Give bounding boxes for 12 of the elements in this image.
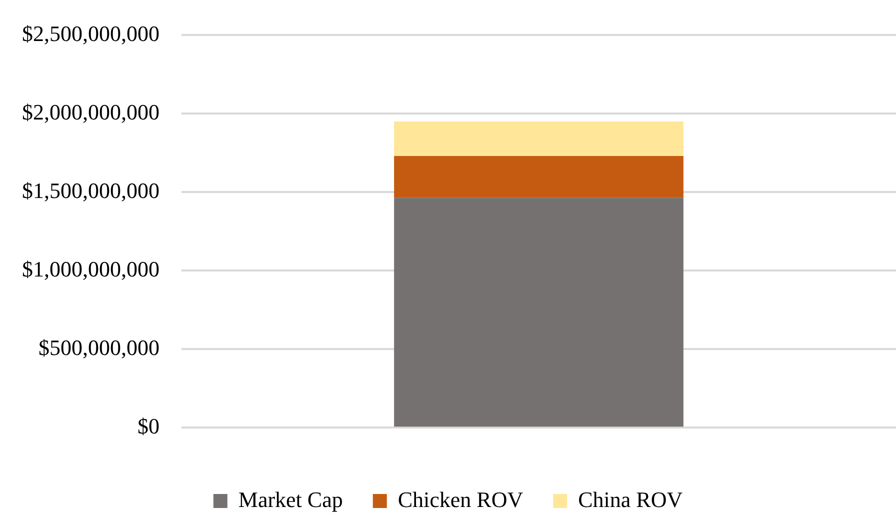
y-tick-label: $1,500,000,000 xyxy=(22,178,160,203)
y-tick-label: $2,500,000,000 xyxy=(22,20,160,46)
y-tick-label: $500,000,000 xyxy=(38,334,160,360)
y-tick-label: $0 xyxy=(138,413,160,438)
bar xyxy=(394,198,684,427)
legend-label: Market Cap xyxy=(238,486,343,512)
legend-label: China ROV xyxy=(578,486,683,512)
y-tick-label: $2,000,000,000 xyxy=(22,99,160,124)
legend-label: Chicken ROV xyxy=(398,486,524,512)
bar xyxy=(394,122,684,156)
bar xyxy=(394,156,684,198)
y-tick-label: $1,000,000,000 xyxy=(22,256,160,282)
